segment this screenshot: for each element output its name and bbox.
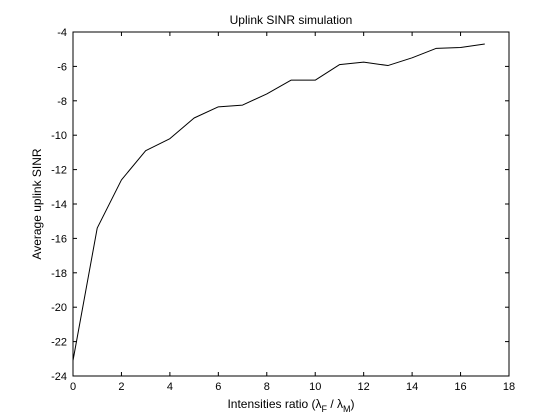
x-tick-label: 2 bbox=[118, 381, 124, 393]
x-axis-label-subscript-f: F bbox=[322, 404, 328, 414]
y-tick-label: -12 bbox=[51, 165, 67, 177]
lambda-m-symbol: λ bbox=[337, 397, 343, 411]
y-tick-label: -10 bbox=[51, 130, 67, 142]
plot-area: 0 2 4 6 8 10 12 14 16 18 -24 -22 -20 -18 -16 -14 -12 -10… bbox=[51, 27, 515, 393]
y-tick-label: -8 bbox=[57, 96, 67, 108]
x-axis-label-subscript-m: M bbox=[343, 404, 351, 414]
sinr-series-line bbox=[72, 43, 485, 361]
x-tick-label: 4 bbox=[167, 381, 173, 393]
series-layer bbox=[72, 43, 485, 361]
x-tick-label: 8 bbox=[264, 381, 270, 393]
y-tick-label: -14 bbox=[51, 199, 67, 211]
y-tick-label: -16 bbox=[51, 233, 67, 245]
y-tick-label: -4 bbox=[57, 27, 67, 39]
y-tick-label: -22 bbox=[51, 337, 67, 349]
x-axis-label-suffix: ) bbox=[351, 397, 355, 411]
y-tick-label: -24 bbox=[51, 371, 67, 383]
x-tick-label: 12 bbox=[358, 381, 370, 393]
x-axis-label-prefix: Intensities ratio ( bbox=[227, 397, 315, 411]
x-tick-label: 14 bbox=[406, 381, 418, 393]
x-axis-ticks: 0 2 4 6 8 10 12 14 16 18 bbox=[70, 32, 515, 393]
x-tick-label: 10 bbox=[309, 381, 321, 393]
lambda-f-symbol: λ bbox=[316, 397, 322, 411]
y-axis-ticks: -24 -22 -20 -18 -16 -14 -12 -10 -8 -6 -4 bbox=[51, 27, 509, 383]
x-tick-label: 16 bbox=[454, 381, 466, 393]
y-tick-label: -18 bbox=[51, 268, 67, 280]
chart-title: Uplink SINR simulation bbox=[230, 13, 353, 27]
x-tick-label: 0 bbox=[70, 381, 76, 393]
x-tick-label: 6 bbox=[215, 381, 221, 393]
x-tick-label: 18 bbox=[503, 381, 515, 393]
y-tick-label: -6 bbox=[57, 61, 67, 73]
y-tick-label: -20 bbox=[51, 302, 67, 314]
x-axis-label: Intensities ratio (λF / λM) bbox=[227, 397, 354, 414]
y-axis-label: Average uplink SINR bbox=[30, 148, 44, 260]
x-axis-label-slash: / bbox=[327, 397, 337, 411]
